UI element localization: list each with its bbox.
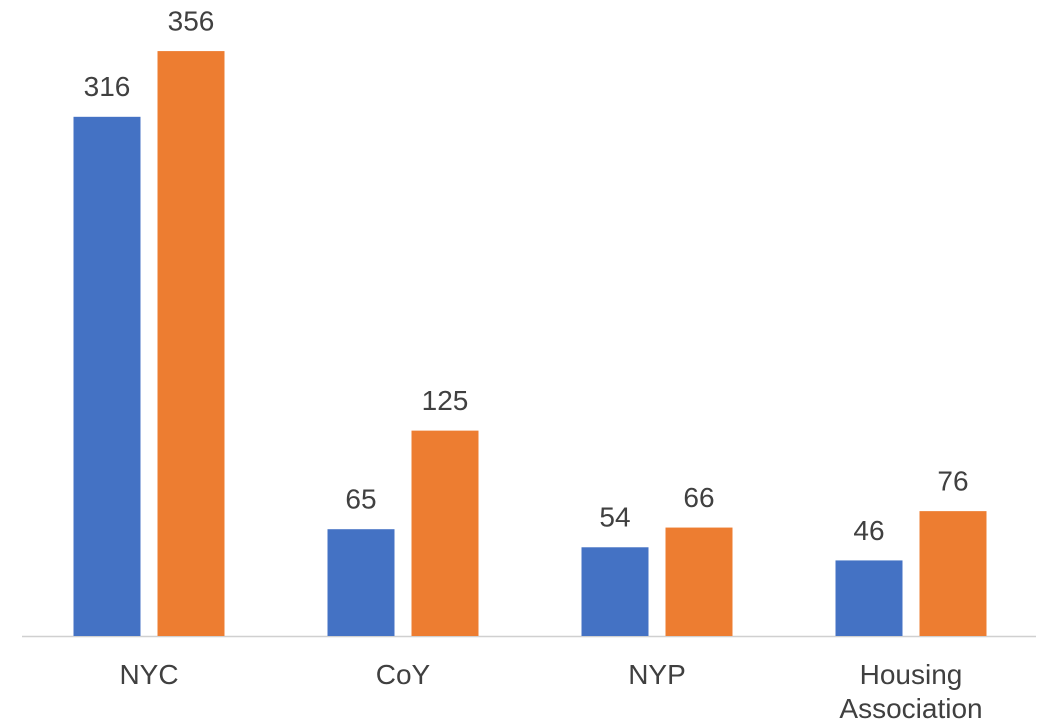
x-tick-label: CoY (375, 659, 431, 690)
value-label: 46 (853, 515, 884, 546)
bar (157, 51, 225, 637)
value-label: 65 (345, 484, 376, 515)
bar (581, 547, 649, 636)
value-label: 66 (683, 482, 714, 513)
bar (411, 430, 479, 636)
value-label: 76 (937, 466, 968, 497)
value-label: 356 (168, 5, 215, 36)
value-label: 316 (84, 71, 131, 102)
bar (835, 560, 903, 636)
bar (73, 116, 141, 636)
x-tick-label: Housing Association (839, 659, 983, 724)
bar (327, 529, 395, 636)
value-label: 54 (599, 502, 630, 533)
bar (665, 527, 733, 636)
value-label: 125 (422, 385, 469, 416)
x-tick-label: NYC (119, 659, 179, 690)
x-tick-label: NYP (628, 659, 686, 690)
bar (919, 511, 987, 636)
